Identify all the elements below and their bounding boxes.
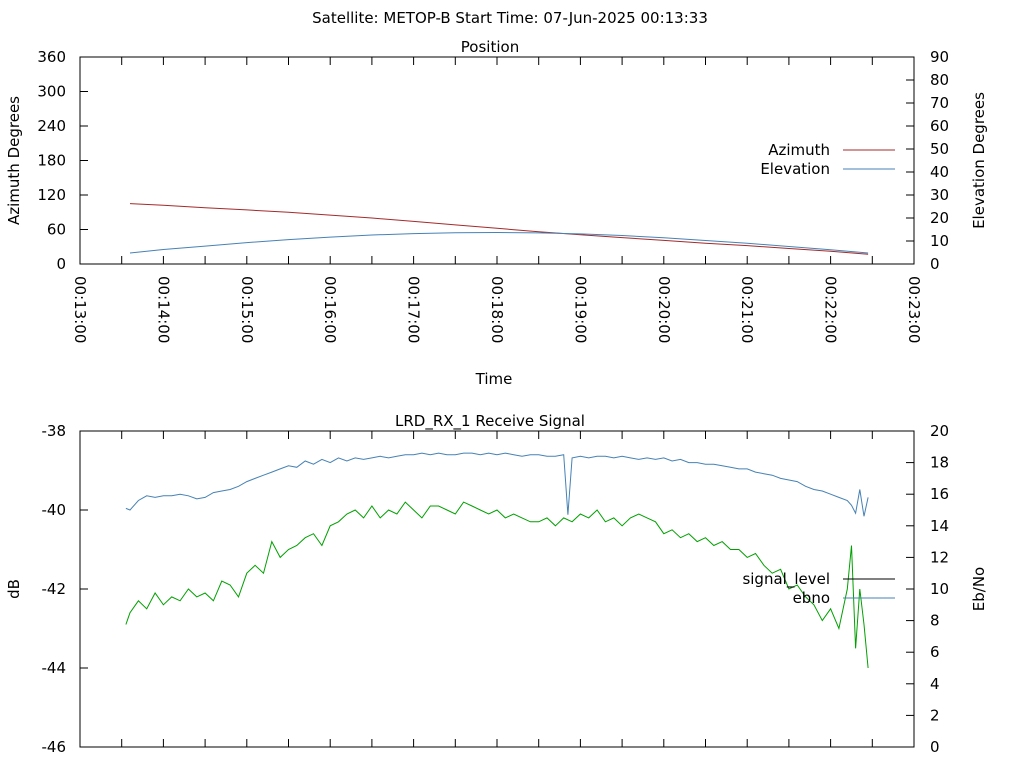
y-right-axis-label: Eb/No [970,567,988,611]
y-left-axis-label: dB [5,579,23,599]
series-line-ebno [125,452,869,517]
y-right-tick-label: 80 [930,71,949,89]
x-tick-label: 00:15:00 [238,276,256,343]
y-right-tick-label: 40 [930,163,949,181]
y-left-tick-label: 60 [47,221,66,239]
x-tick-label: 00:18:00 [488,276,506,343]
x-tick-label: 00:20:00 [655,276,673,343]
position-plot: Position 0 60 120 180 240 300 360 0 10 20 30 40 50 60 7… [5,38,988,388]
series-line-elevation [129,231,869,254]
y-right-tick-label: 12 [930,548,949,566]
y-right-axis-label: Elevation Degrees [970,92,988,229]
y-left-tick-label: 180 [37,152,66,170]
y-left-tick-label: -44 [42,659,67,677]
y-right-tick-label: 14 [930,517,949,535]
x-tick-label: 00:16:00 [321,276,339,343]
x-axis-label: Time [475,370,513,388]
y-left-tick-label: -46 [42,738,67,756]
legend-label: ebno [793,589,830,607]
series-line-signal-level [125,501,869,669]
y-right-tick-label: 10 [930,580,949,598]
plot-title: LRD_RX_1 Receive Signal [395,412,585,431]
y-right-tick-label: 0 [930,738,940,756]
y-left-tick-label: -38 [42,422,67,440]
chart-header-title: Satellite: METOP-B Start Time: 07-Jun-20… [312,9,708,27]
y-right-tick-label: 70 [930,94,949,112]
y-right-tick-label: 8 [930,612,940,630]
y-left-tick-label: 120 [37,186,66,204]
y-right-tick-label: 0 [930,255,940,273]
y-right-tick-label: 16 [930,485,949,503]
y-left-tick-label: -42 [42,580,67,598]
series-line-azimuth [129,203,869,255]
x-tick-label: 00:23:00 [905,276,923,343]
y-right-tick-label: 90 [930,48,949,66]
y-right-tick-label: 20 [930,422,949,440]
x-tick-label: 00:19:00 [571,276,589,343]
x-tick-label: 00:14:00 [154,276,172,343]
y-right-tick-label: 20 [930,209,949,227]
legend-label: Elevation [760,160,830,178]
y-right-tick-label: 4 [930,675,940,693]
y-right-tick-label: 30 [930,186,949,204]
y-left-tick-label: 300 [37,83,66,101]
y-right-tick-label: 6 [930,643,940,661]
y-left-tick-label: 360 [37,48,66,66]
x-tick-label: 00:17:00 [405,276,423,343]
x-tick-label: 00:21:00 [738,276,756,343]
y-left-tick-label: 240 [37,117,66,135]
legend-label: Azimuth [768,141,830,159]
y-right-tick-label: 50 [930,140,949,158]
y-left-tick-label: -40 [42,501,67,519]
y-right-tick-label: 18 [930,454,949,472]
plot-title: Position [461,38,519,56]
y-right-tick-label: 2 [930,706,940,724]
y-left-tick-label: 0 [56,255,66,273]
legend-label: signal_level [742,570,830,589]
receive-signal-plot: LRD_RX_1 Receive Signal -46 -44 -42 -40 -38 0 2… [5,412,988,756]
x-tick-label: 00:13:00 [71,276,89,343]
y-right-tick-label: 60 [930,117,949,135]
y-left-axis-label: Azimuth Degrees [5,96,23,225]
x-tick-label: 00:22:00 [822,276,840,343]
y-right-tick-label: 10 [930,232,949,250]
